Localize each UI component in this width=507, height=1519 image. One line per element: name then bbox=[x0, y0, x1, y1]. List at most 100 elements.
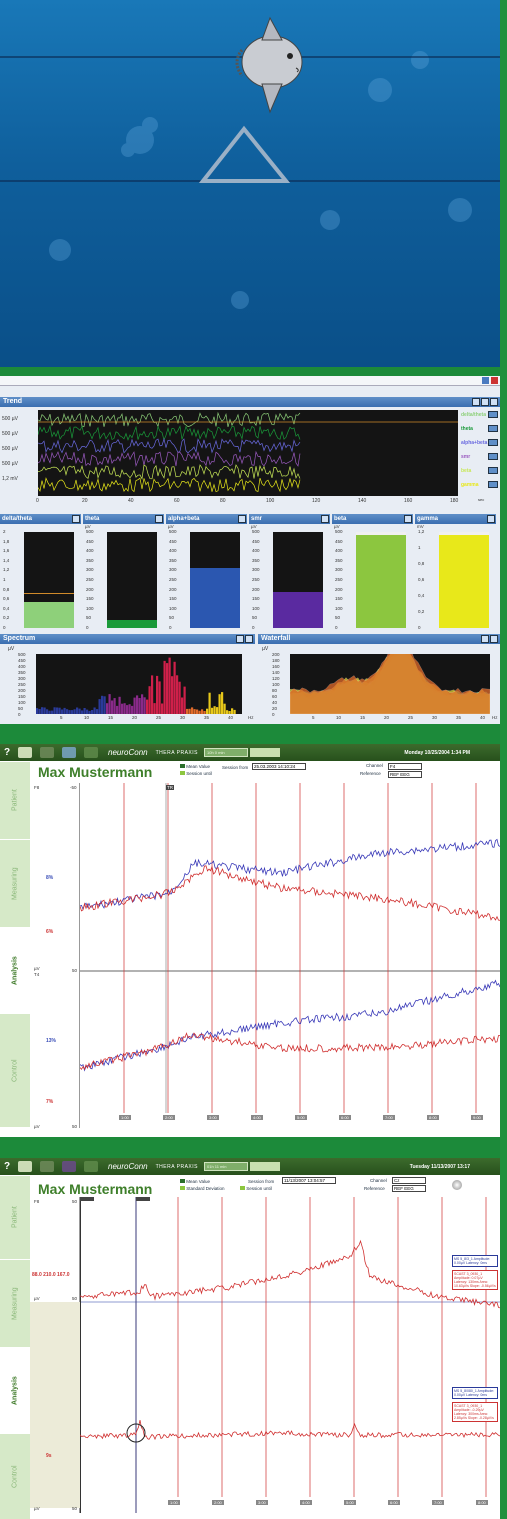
x-tick: 1:00 bbox=[119, 1115, 131, 1120]
help-button[interactable]: ? bbox=[3, 747, 11, 758]
minimize-icon[interactable] bbox=[236, 635, 244, 643]
spectrum-bar bbox=[176, 675, 179, 714]
close-icon[interactable] bbox=[72, 515, 80, 523]
eeg-analysis-window: Trend 500 µV 500 µV 500 µV 500 µV 1,2 mV del… bbox=[0, 376, 500, 724]
spectrum-bar bbox=[156, 675, 159, 714]
bar-tick: 300 bbox=[86, 567, 94, 573]
bar-tick: 0 bbox=[86, 625, 89, 630]
bar-tick: 0 bbox=[418, 625, 421, 630]
channel-label: Channel bbox=[366, 763, 383, 768]
bar-tick: 0,8 bbox=[418, 561, 425, 566]
spectrum-bar bbox=[108, 694, 111, 714]
spectrum-bar bbox=[78, 708, 81, 714]
spectrum-bar bbox=[208, 692, 211, 714]
wave-icon[interactable] bbox=[40, 1161, 54, 1172]
bar-tick: 1,2 bbox=[3, 567, 10, 573]
document-icon[interactable] bbox=[18, 1161, 32, 1172]
top-scale-label: 50 bbox=[72, 1199, 78, 1204]
tab-patient[interactable]: Patient bbox=[0, 761, 30, 839]
tab-control[interactable]: Control bbox=[0, 1433, 30, 1519]
bar-tick: 150 bbox=[86, 596, 94, 602]
minimize-icon[interactable] bbox=[481, 398, 489, 406]
x-tick: 6:00 bbox=[339, 1115, 351, 1120]
annotation-box-2: SCAST 3_0930_1 Amplitude: 0.07µV Latency… bbox=[452, 1270, 498, 1290]
bar-tick: 350 bbox=[335, 557, 343, 563]
settings-icon[interactable] bbox=[488, 425, 498, 432]
waterfall-y-tick: 20 bbox=[272, 706, 278, 711]
plot-background bbox=[80, 783, 500, 1128]
channel-select[interactable]: F4 bbox=[388, 763, 422, 770]
spectrum-bar bbox=[111, 700, 114, 714]
trend-unit: 500 µV bbox=[2, 446, 18, 452]
trend-x-tick: 100 bbox=[266, 498, 275, 504]
trend-unit: 500 µV bbox=[2, 461, 18, 467]
help-button[interactable]: ? bbox=[3, 1161, 11, 1172]
tab-control[interactable]: Control bbox=[0, 1013, 30, 1127]
waterfall-y-tick: 80 bbox=[272, 688, 278, 693]
spectrum-bar bbox=[148, 686, 151, 714]
annotation-box-3: MS 5_8/080_1 Amplitude: 0.00µV Latency: … bbox=[452, 1387, 498, 1399]
mid-scale-label: 50 bbox=[72, 968, 78, 973]
document-icon[interactable] bbox=[18, 747, 32, 758]
bar-tick: 150 bbox=[252, 596, 260, 602]
trend-series-line bbox=[37, 437, 301, 454]
close-icon[interactable] bbox=[490, 635, 498, 643]
tab-measuring[interactable]: Measuring bbox=[0, 1259, 30, 1347]
bar-tick: 0 bbox=[335, 625, 338, 630]
trend-x-tick: 160 bbox=[404, 498, 413, 504]
close-icon[interactable] bbox=[491, 377, 498, 384]
status-sphere-icon[interactable] bbox=[452, 1180, 462, 1190]
settings-icon[interactable] bbox=[488, 467, 498, 474]
bar-tick: 500 bbox=[335, 529, 343, 534]
spectrum-bar bbox=[73, 709, 76, 714]
close-icon[interactable] bbox=[155, 515, 163, 523]
red-trace-bottom bbox=[80, 1032, 500, 1071]
session-from-field[interactable]: 25.03.2003 14:10:24 bbox=[252, 763, 306, 770]
blue-trace-top bbox=[80, 838, 500, 911]
x-tick: 4:00 bbox=[300, 1500, 312, 1505]
close-icon[interactable] bbox=[404, 515, 412, 523]
tab-measuring[interactable]: Measuring bbox=[0, 839, 30, 927]
bar-tick: 500 bbox=[252, 529, 260, 534]
tab-analysis[interactable]: Analysis bbox=[0, 927, 30, 1013]
minimize-icon[interactable] bbox=[482, 377, 489, 384]
close-icon[interactable] bbox=[487, 515, 495, 523]
settings-icon[interactable] bbox=[488, 453, 498, 460]
settings-icon[interactable] bbox=[488, 439, 498, 446]
bar-tick: 400 bbox=[86, 548, 94, 554]
close-icon[interactable] bbox=[490, 398, 498, 406]
channel-select[interactable]: Cz bbox=[392, 1177, 426, 1184]
tool-icon[interactable] bbox=[84, 1161, 98, 1172]
wave-icon[interactable] bbox=[40, 747, 54, 758]
hand-icon[interactable] bbox=[62, 747, 76, 758]
settings-icon[interactable] bbox=[488, 411, 498, 418]
red-trace-top bbox=[80, 865, 500, 921]
reference-select[interactable]: REF EEG bbox=[392, 1185, 426, 1192]
bar-fill bbox=[24, 602, 74, 628]
spectrum-bar bbox=[103, 696, 106, 714]
close-icon[interactable] bbox=[245, 635, 253, 643]
bar-tick: 200 bbox=[86, 586, 94, 592]
spectrum-bar bbox=[136, 695, 139, 714]
session-from-field[interactable]: 11/13/2007 13:04:57 bbox=[282, 1177, 336, 1184]
event-marker: TR bbox=[166, 785, 174, 790]
waterfall-x-tick: 15 bbox=[360, 715, 366, 720]
tab-analysis[interactable]: Analysis bbox=[0, 1347, 30, 1433]
spectrum-bar bbox=[231, 708, 234, 714]
date-time: Monday 10/25/2004 1:34 PM bbox=[404, 749, 470, 756]
bar-tick: 2 bbox=[3, 529, 6, 534]
close-icon[interactable] bbox=[238, 515, 246, 523]
minimize-icon[interactable] bbox=[481, 635, 489, 643]
hand-icon[interactable] bbox=[62, 1161, 76, 1172]
selection-circle-icon[interactable] bbox=[126, 1423, 146, 1443]
tab-patient[interactable]: Patient bbox=[0, 1175, 30, 1259]
channel-label: Channel bbox=[370, 1178, 387, 1183]
neurofeedback-game-view bbox=[0, 0, 500, 367]
spectrum-bar bbox=[181, 697, 184, 714]
settings-icon[interactable] bbox=[472, 398, 480, 406]
tool-icon[interactable] bbox=[84, 747, 98, 758]
bar-tick: 1 bbox=[3, 577, 6, 582]
settings-icon[interactable] bbox=[488, 481, 498, 488]
close-icon[interactable] bbox=[321, 515, 329, 523]
reference-select[interactable]: REF EEG bbox=[388, 771, 422, 778]
